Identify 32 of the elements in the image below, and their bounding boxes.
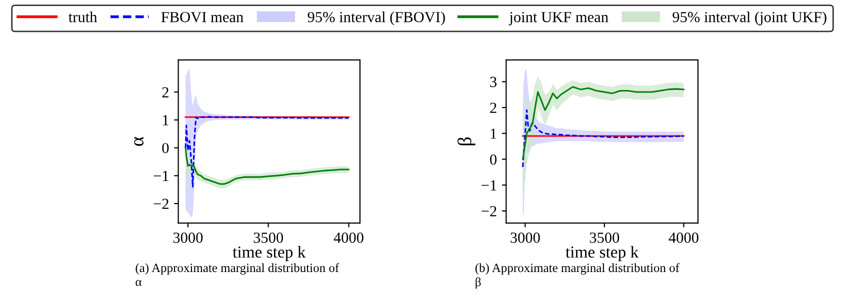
line-series [184, 147, 350, 185]
x-tick-label: 4000 [668, 232, 698, 243]
x-tick-label: 3000 [510, 232, 540, 243]
x-tick-label: 3000 [173, 232, 203, 243]
legend-label: 95% interval (joint UKF) [672, 11, 826, 26]
x-axis-title: time step k [566, 246, 639, 262]
text: (a) Approximate marginal distribution of α [136, 263, 340, 286]
y-axis-title: β [457, 137, 476, 146]
y-tick-label: 0 [162, 142, 169, 154]
y-tick-label: −2 [482, 206, 496, 216]
y-tick-label: −2 [154, 198, 168, 209]
y-tick-label: 0 [490, 154, 497, 165]
legend-label: truth [68, 11, 98, 22]
y-tick-label: 2 [162, 87, 168, 98]
x-tick-label: 3500 [254, 232, 284, 243]
y-tick-label: 1 [490, 128, 496, 139]
legend-label: 95% interval (FBOVI) [308, 11, 445, 26]
x-axis-title: time step k [232, 246, 306, 262]
y-tick-label: 2 [490, 102, 496, 113]
legend-label: joint UKF mean [508, 12, 608, 26]
y-tick-label: −1 [482, 180, 496, 190]
line-series [522, 109, 684, 168]
x-tick-label: 4000 [334, 232, 364, 243]
line-series [522, 86, 684, 160]
y-axis-title: α [134, 136, 144, 146]
text: (b) Approximate marginal distribution of β [475, 263, 680, 289]
y-tick-label: −1 [154, 170, 168, 181]
legend-label: FBOVI mean [161, 12, 244, 22]
y-tick-label: 1 [162, 115, 168, 126]
y-tick-label: 3 [490, 76, 497, 88]
line-series [184, 116, 350, 188]
x-tick-label: 3500 [590, 232, 620, 243]
